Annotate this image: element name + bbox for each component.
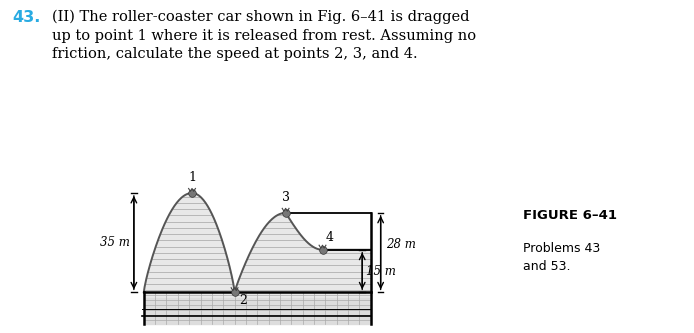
Text: (II) The roller-coaster car shown in Fig. 6–41 is dragged
up to point 1 where it: (II) The roller-coaster car shown in Fig… — [52, 10, 476, 61]
Text: 1: 1 — [188, 171, 196, 184]
Text: 43.: 43. — [12, 10, 41, 25]
Text: 28 m: 28 m — [386, 237, 416, 250]
Text: FIGURE 6–41: FIGURE 6–41 — [523, 209, 616, 222]
Text: Problems 43
and 53.: Problems 43 and 53. — [523, 242, 600, 273]
Text: 3: 3 — [282, 191, 289, 204]
Text: 35 m: 35 m — [100, 236, 130, 249]
Text: 15 m: 15 m — [366, 264, 396, 277]
Text: 2: 2 — [239, 294, 248, 307]
Text: 4: 4 — [325, 231, 333, 244]
